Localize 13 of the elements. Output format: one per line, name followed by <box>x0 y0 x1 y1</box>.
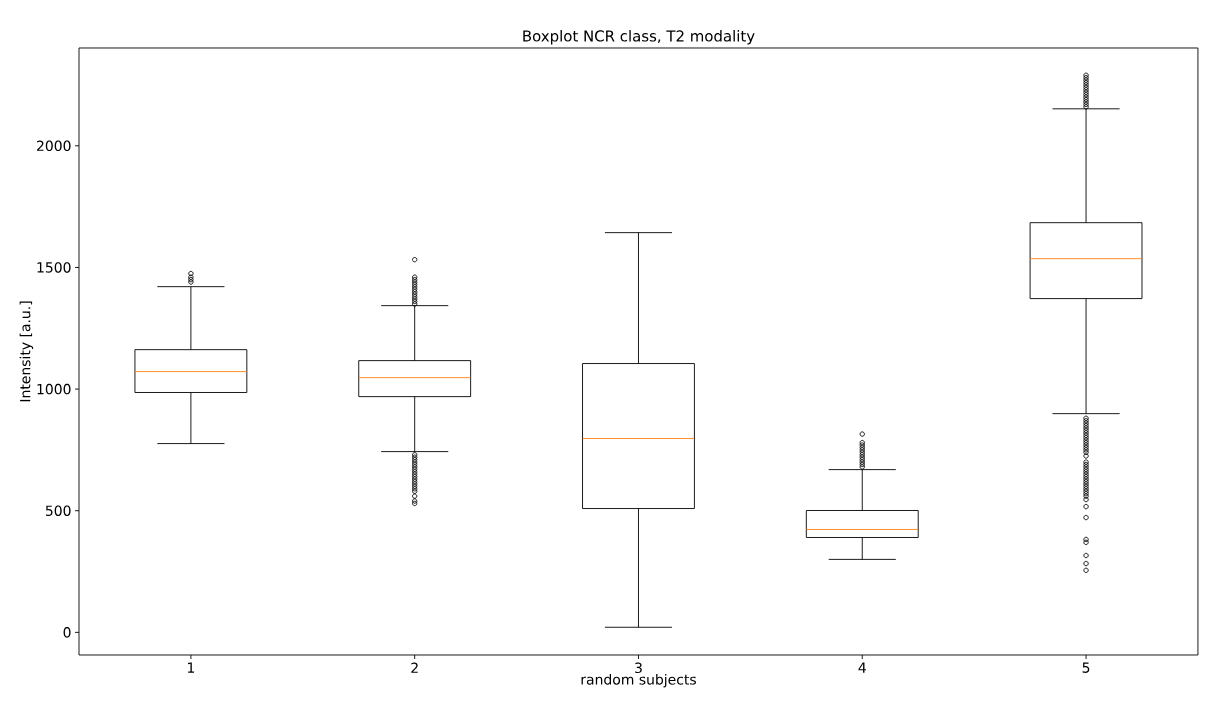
x-tick-label: 2 <box>411 662 418 673</box>
x-tick-label: 1 <box>187 662 195 673</box>
x-tick-label: 3 <box>635 662 642 674</box>
y-axis-title: Intensity [a.u.] <box>19 301 34 402</box>
y-tick-label: 0 <box>63 627 71 638</box>
x-tick-label: 5 <box>1082 662 1090 673</box>
x-axis-title: random subjects <box>581 673 696 688</box>
y-tick-label: 1500 <box>37 262 71 273</box>
y-tick-label: 500 <box>45 505 71 517</box>
chart-title: Boxplot NCR class, T2 modality <box>523 30 755 45</box>
y-tick-label: 2000 <box>37 140 71 152</box>
y-tick-label: 1000 <box>37 383 71 395</box>
x-tick-label: 4 <box>858 662 866 673</box>
